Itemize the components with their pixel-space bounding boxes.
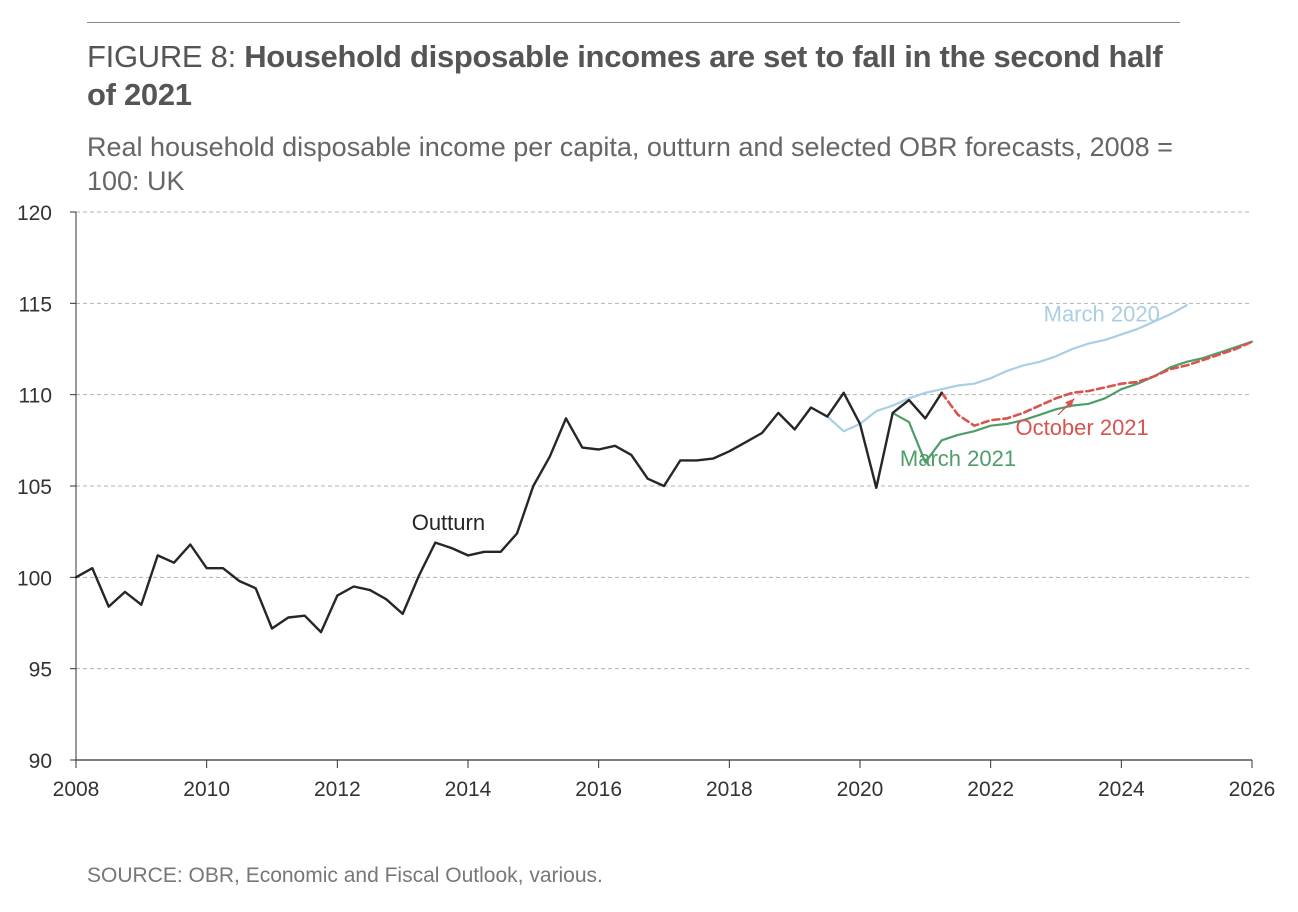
top-rule (87, 22, 1180, 23)
y-tick-label-95: 95 (29, 659, 52, 682)
series-labels: Outturn March 2020 March 2021 October 2021 (412, 302, 1160, 535)
series-label-october-2021: October 2021 (1015, 415, 1148, 440)
series-line-outturn (74, 391, 943, 634)
series-label-outturn: Outturn (412, 510, 485, 535)
x-tick-label-2010: 2010 (183, 778, 230, 801)
series-line-march-2020 (826, 304, 1188, 433)
series-line-march-2021 (891, 340, 1254, 464)
series-label-march-2021: March 2021 (900, 446, 1016, 471)
annotation-arrow-head (1065, 398, 1075, 408)
y-tick-label-120: 120 (17, 202, 52, 225)
x-tick-label-2018: 2018 (706, 778, 753, 801)
grid-lines (76, 211, 1252, 670)
figure-title: FIGURE 8: Household disposable incomes a… (87, 38, 1197, 114)
y-tick-label-100: 100 (17, 567, 52, 590)
x-tick-label-2016: 2016 (575, 778, 622, 801)
series-line-october-2021 (940, 340, 1254, 427)
series-label-march-2020: March 2020 (1044, 302, 1160, 327)
x-tick-label-2026: 2026 (1229, 778, 1276, 801)
y-tick-label-105: 105 (17, 476, 52, 499)
y-tick-label-110: 110 (19, 385, 52, 408)
figure-label: FIGURE 8: (87, 39, 236, 74)
figure-subtitle: Real household disposable income per cap… (87, 132, 1173, 196)
x-tick-label-2008: 2008 (53, 778, 100, 801)
axes: 90 95 100 105 110 115 120 2008 2010 2012 2014 2016 2… (17, 202, 1275, 801)
series-lines (74, 304, 1254, 634)
x-tick-label-2024: 2024 (1098, 778, 1145, 801)
source-note: SOURCE: OBR, Economic and Fiscal Outlook… (87, 864, 603, 887)
x-tick-label-2014: 2014 (445, 778, 492, 801)
y-tick-label-90: 90 (29, 750, 52, 773)
x-tick-label-2012: 2012 (314, 778, 361, 801)
x-tick-label-2022: 2022 (967, 778, 1014, 801)
figure-headline: Household disposable incomes are set to … (87, 39, 1163, 112)
x-tick-label-2020: 2020 (837, 778, 884, 801)
y-tick-label-115: 115 (19, 293, 52, 316)
